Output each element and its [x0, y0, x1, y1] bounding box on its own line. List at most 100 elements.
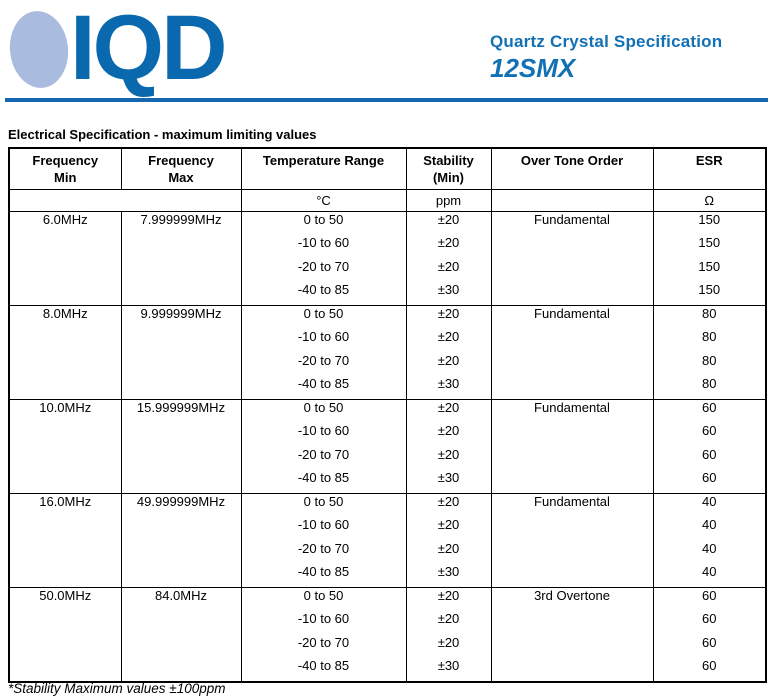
cell-esr: 60 — [652, 423, 767, 447]
freq-band-group-4: 16.0MHz 49.999999MHz 0 to 50 ±20 Fundame… — [8, 493, 767, 588]
cell-overtone: Fundamental — [490, 305, 654, 400]
cell-temp-range: -40 to 85 — [240, 376, 407, 400]
footnote: *Stability Maximum values ±100ppm — [8, 681, 226, 696]
freq-band-group-1: 6.0MHz 7.999999MHz 0 to 50 ±20 Fundament… — [8, 211, 767, 306]
col-header-temperature-range: Temperature Range — [240, 148, 407, 190]
cell-overtone: Fundamental — [490, 211, 654, 306]
cell-stability: ±20 — [405, 540, 492, 564]
cell-stability: ±20 — [405, 587, 492, 611]
col-header-esr: ESR — [652, 148, 767, 190]
cell-stability: ±20 — [405, 634, 492, 658]
cell-esr: 60 — [652, 399, 767, 423]
cell-temp-range: -20 to 70 — [240, 540, 407, 564]
table-row: -40 to 85 ±30 80 — [9, 376, 767, 400]
table-row: -10 to 60 ±20 40 — [9, 517, 767, 541]
unit-cell-frequency — [8, 189, 242, 212]
cell-stability: ±20 — [405, 423, 492, 447]
table-header-row: Frequency Min Frequency Max Temperature … — [8, 148, 767, 190]
cell-temp-range: -20 to 70 — [240, 258, 407, 282]
unit-cell-overtone — [490, 189, 654, 212]
cell-stability: ±20 — [405, 305, 492, 329]
cell-stability: ±20 — [405, 235, 492, 259]
cell-temp-range: -10 to 60 — [240, 329, 407, 353]
freq-band-group-5: 50.0MHz 84.0MHz 0 to 50 ±20 3rd Overtone… — [8, 587, 767, 682]
cell-frequency-max: 49.999999MHz — [120, 493, 242, 588]
col-header-frequency-min: Frequency Min — [8, 148, 122, 190]
cell-esr: 150 — [652, 235, 767, 259]
cell-frequency-max: 9.999999MHz — [120, 305, 242, 400]
section-title: Electrical Specification - maximum limit… — [8, 127, 317, 142]
table-row: -20 to 70 ±20 60 — [9, 446, 767, 470]
cell-frequency-min: 16.0MHz — [8, 493, 122, 588]
cell-esr: 60 — [652, 587, 767, 611]
cell-temp-range: -10 to 60 — [240, 235, 407, 259]
table-row: -20 to 70 ±20 60 — [9, 634, 767, 658]
cell-temp-range: -40 to 85 — [240, 658, 407, 682]
cell-stability: ±20 — [405, 399, 492, 423]
cell-stability: ±30 — [405, 658, 492, 682]
table-row: -10 to 60 ±20 60 — [9, 423, 767, 447]
cell-stability: ±20 — [405, 329, 492, 353]
cell-stability: ±20 — [405, 211, 492, 235]
cell-temp-range: 0 to 50 — [240, 493, 407, 517]
cell-frequency-max: 84.0MHz — [120, 587, 242, 682]
cell-temp-range: -10 to 60 — [240, 423, 407, 447]
cell-esr: 40 — [652, 493, 767, 517]
document-title: Quartz Crystal Specification — [490, 32, 723, 51]
cell-esr: 60 — [652, 634, 767, 658]
unit-cell-temperature: °C — [240, 189, 407, 212]
table-row: 6.0MHz 7.999999MHz 0 to 50 ±20 Fundament… — [8, 211, 767, 306]
cell-temp-range: -40 to 85 — [240, 282, 407, 306]
cell-temp-range: -40 to 85 — [240, 470, 407, 494]
cell-esr: 150 — [652, 282, 767, 306]
iqd-logo: IQD — [70, 0, 228, 99]
col-header-stability: Stability (Min) — [405, 148, 492, 190]
col-header-overtone-order: Over Tone Order — [490, 148, 654, 190]
cell-temp-range: 0 to 50 — [240, 305, 407, 329]
freq-band-group-3: 10.0MHz 15.999999MHz 0 to 50 ±20 Fundame… — [8, 399, 767, 494]
cell-esr: 60 — [652, 658, 767, 682]
cell-overtone: Fundamental — [490, 493, 654, 588]
table-row: 16.0MHz 49.999999MHz 0 to 50 ±20 Fundame… — [8, 493, 767, 588]
table-row: -40 to 85 ±30 60 — [9, 658, 767, 682]
cell-temp-range: -10 to 60 — [240, 517, 407, 541]
cell-esr: 80 — [652, 305, 767, 329]
cell-temp-range: -20 to 70 — [240, 634, 407, 658]
cell-esr: 150 — [652, 258, 767, 282]
cell-stability: ±20 — [405, 352, 492, 376]
cell-esr: 80 — [652, 376, 767, 400]
cell-esr: 80 — [652, 352, 767, 376]
unit-cell-esr: Ω — [652, 189, 767, 212]
cell-esr: 60 — [652, 611, 767, 635]
cell-esr: 40 — [652, 540, 767, 564]
cell-frequency-max: 7.999999MHz — [120, 211, 242, 306]
table-row: -10 to 60 ±20 150 — [9, 235, 767, 259]
table-row: -20 to 70 ±20 40 — [9, 540, 767, 564]
table-row: 50.0MHz 84.0MHz 0 to 50 ±20 3rd Overtone… — [8, 587, 767, 682]
unit-cell-stability: ppm — [405, 189, 492, 212]
freq-band-group-2: 8.0MHz 9.999999MHz 0 to 50 ±20 Fundament… — [8, 305, 767, 400]
cell-stability: ±30 — [405, 376, 492, 400]
cell-stability: ±30 — [405, 282, 492, 306]
table-row: 8.0MHz 9.999999MHz 0 to 50 ±20 Fundament… — [8, 305, 767, 400]
cell-esr: 60 — [652, 446, 767, 470]
cell-stability: ±20 — [405, 517, 492, 541]
cell-temp-range: -10 to 60 — [240, 611, 407, 635]
logo-ellipse-icon — [6, 8, 72, 91]
cell-stability: ±30 — [405, 564, 492, 588]
cell-esr: 80 — [652, 329, 767, 353]
table-row: 10.0MHz 15.999999MHz 0 to 50 ±20 Fundame… — [8, 399, 767, 494]
cell-esr: 150 — [652, 211, 767, 235]
cell-frequency-max: 15.999999MHz — [120, 399, 242, 494]
cell-temp-range: 0 to 50 — [240, 399, 407, 423]
cell-stability: ±30 — [405, 470, 492, 494]
cell-stability: ±20 — [405, 446, 492, 470]
cell-overtone: 3rd Overtone — [490, 587, 654, 682]
cell-esr: 40 — [652, 517, 767, 541]
col-header-frequency-max: Frequency Max — [120, 148, 242, 190]
cell-frequency-min: 8.0MHz — [8, 305, 122, 400]
cell-stability: ±20 — [405, 611, 492, 635]
table-units-row: °C ppm Ω — [8, 189, 767, 212]
header-divider — [5, 98, 768, 102]
